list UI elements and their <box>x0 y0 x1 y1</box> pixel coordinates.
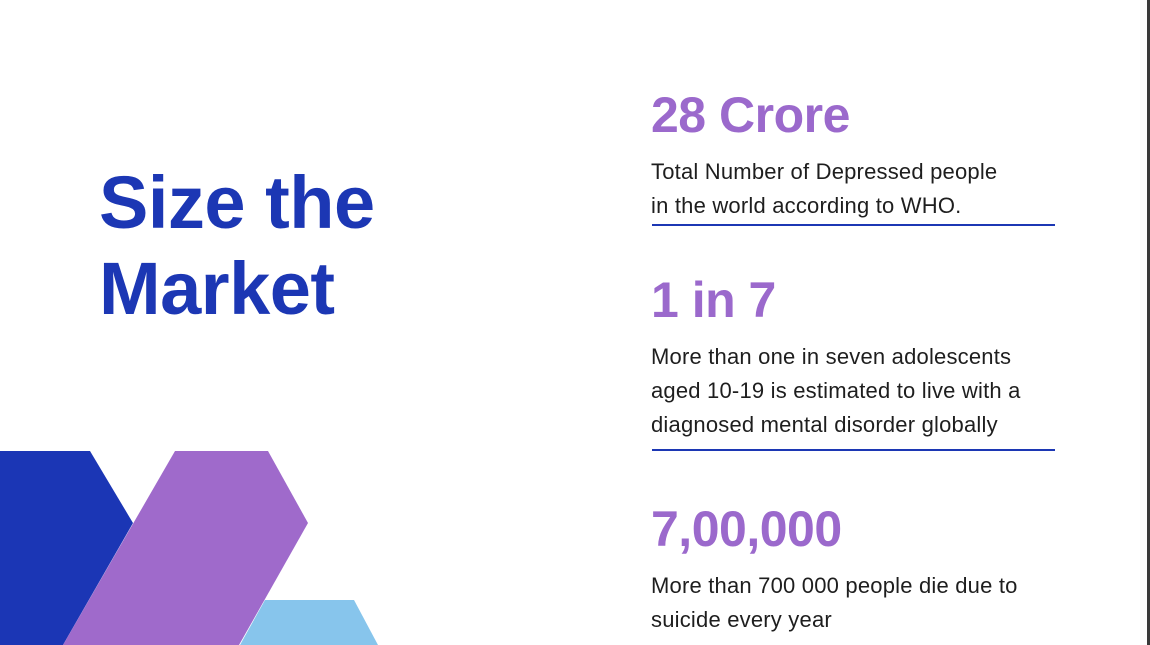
stat-divider-2 <box>652 449 1055 451</box>
stat-divider-1 <box>652 224 1055 226</box>
stat-description-2-line-2: aged 10-19 is estimated to live with a <box>651 378 1021 403</box>
stat-value-1: 28 Crore <box>651 87 850 143</box>
purple-shape <box>63 451 308 645</box>
stat-value-2: 1 in 7 <box>651 272 776 328</box>
stat-description-3-line-1: More than 700 000 people die due to <box>651 573 1018 598</box>
right-edge-border <box>1147 0 1150 645</box>
stat-block-1: 28 Crore Total Number of Depressed peopl… <box>651 88 1055 223</box>
light-blue-shape <box>240 600 378 645</box>
slide-title-line-2: Market <box>99 247 335 330</box>
stat-description-2: More than one in seven adolescents aged … <box>651 340 1055 442</box>
stat-value-3: 7,00,000 <box>651 501 842 557</box>
stat-description-3-line-2: suicide every year <box>651 607 832 632</box>
slide-title: Size the Market <box>99 160 375 332</box>
stat-block-3: 7,00,000 More than 700 000 people die du… <box>651 502 1055 637</box>
stat-description-1: Total Number of Depressed people in the … <box>651 155 1055 223</box>
slide-title-line-1: Size the <box>99 161 375 244</box>
stat-description-2-line-3: diagnosed mental disorder globally <box>651 412 998 437</box>
stat-description-3: More than 700 000 people die due to suic… <box>651 569 1055 637</box>
stat-description-2-line-1: More than one in seven adolescents <box>651 344 1012 369</box>
stat-description-1-line-1: Total Number of Depressed people <box>651 159 998 184</box>
stat-description-1-line-2: in the world according to WHO. <box>651 193 962 218</box>
dark-blue-shape <box>0 451 133 645</box>
stat-block-2: 1 in 7 More than one in seven adolescent… <box>651 273 1055 442</box>
